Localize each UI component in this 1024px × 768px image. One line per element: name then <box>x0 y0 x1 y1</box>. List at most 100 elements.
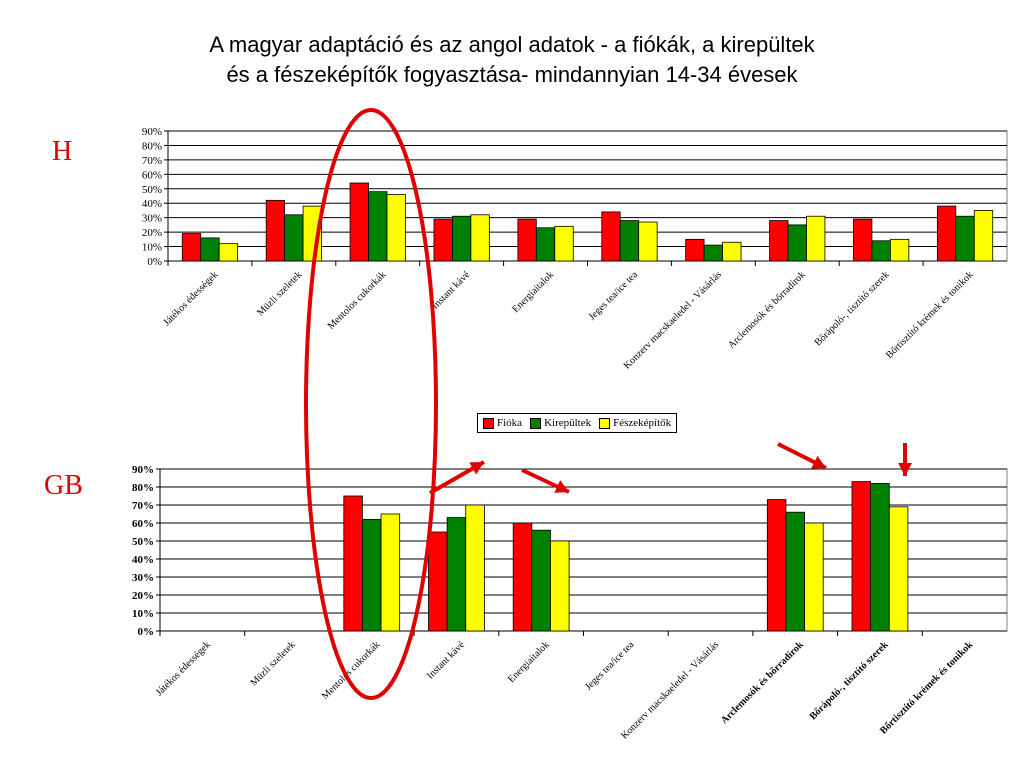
category-label-gb: Bőrápoló-, tisztító szerek <box>808 639 891 722</box>
bar-h-s0-c3 <box>433 218 453 262</box>
bar-gb-s1-c2 <box>362 519 382 632</box>
bar-h-s1-c9 <box>955 215 975 262</box>
bar-h-s0-c8 <box>853 218 873 262</box>
bar-h-s0-c2 <box>349 182 369 262</box>
bar-gb-s2-c7 <box>804 522 824 632</box>
arrow-4-head <box>898 463 912 476</box>
category-label-gb: Mentolos cukorkák <box>320 639 383 702</box>
y-tick-label-h: 30% <box>142 213 162 225</box>
bar-gb-s0-c3 <box>428 531 448 632</box>
y-tick-label-gb: 40% <box>132 554 154 566</box>
arrow-3-head <box>811 455 826 469</box>
category-label-h: Energiaitalok <box>510 269 556 315</box>
legend-item-feszekepitok: Fészeképítők <box>599 417 671 429</box>
bar-h-s1-c1 <box>284 214 304 262</box>
bar-h-s2-c0 <box>218 243 239 262</box>
panel-label-gb: GB <box>44 470 83 501</box>
legend-label-fioka: Fióka <box>497 417 523 429</box>
bar-h-s0-c5 <box>601 211 621 262</box>
title-line-1: A magyar adaptáció és az angol adatok - … <box>209 32 815 57</box>
legend-item-kirepultek: Kirepültek <box>530 417 591 429</box>
y-tick-label-h: 10% <box>142 242 162 254</box>
bar-h-s2-c4 <box>554 225 574 262</box>
arrow-2-head <box>554 480 569 493</box>
legend-label-kirepultek: Kirepültek <box>544 417 592 429</box>
bar-h-s1-c4 <box>535 227 556 262</box>
category-label-h: Arclemosók és bőrradírok <box>726 269 808 351</box>
bar-h-s0-c9 <box>936 205 957 262</box>
bar-gb-s1-c4 <box>531 529 551 632</box>
category-label-h: Konzerv macskaeledel - Vásárlás <box>622 269 724 371</box>
y-tick-label-gb: 10% <box>132 608 154 620</box>
bar-h-s0-c1 <box>265 199 286 262</box>
category-label-h: Mentolos cukorkák <box>326 269 389 332</box>
y-tick-label-gb: 0% <box>138 626 155 638</box>
bar-h-s2-c8 <box>889 238 910 262</box>
y-tick-label-h: 90% <box>142 126 162 138</box>
y-tick-label-h: 70% <box>142 155 162 167</box>
bar-gb-s2-c4 <box>550 540 570 632</box>
bar-gb-s2-c2 <box>380 513 401 632</box>
category-label-h: Bőrápoló-, tisztító szerek <box>813 269 892 348</box>
y-tick-label-h: 50% <box>142 184 162 196</box>
y-tick-label-h: 60% <box>142 169 162 181</box>
legend-swatch-kirepultek <box>530 417 542 429</box>
title-line-2: és a fészeképítők fogyasztása- mindannyi… <box>226 62 798 87</box>
bar-h-s2-c9 <box>973 210 994 262</box>
bar-h-s1-c0 <box>200 237 220 262</box>
bar-gb-s1-c3 <box>446 517 467 632</box>
y-tick-label-h: 0% <box>147 256 162 268</box>
bar-h-s0-c0 <box>181 233 202 262</box>
category-label-gb: Bőrtisztító krémek és tonikok <box>878 639 975 736</box>
category-label-gb: Energiaitalok <box>506 639 552 685</box>
category-label-gb: Konzerv macskaeledel - Vásárlás <box>619 639 721 741</box>
bar-h-s1-c7 <box>787 224 807 262</box>
legend-swatch-fioka <box>483 417 494 429</box>
panel-label-h: H <box>52 136 73 167</box>
bar-h-s2-c7 <box>806 215 826 262</box>
y-tick-label-gb: 20% <box>132 590 154 602</box>
legend-item-fioka: Fióka <box>483 417 522 429</box>
category-label-h: Jeges tea/ice tea <box>587 269 641 323</box>
category-label-gb: Arclemosók és bőrradírok <box>719 639 806 726</box>
bar-h-s1-c2 <box>368 191 388 262</box>
bar-h-s2-c6 <box>722 241 742 262</box>
arrow-1-head <box>469 462 484 475</box>
bar-gb-s1-c8 <box>870 482 890 632</box>
bar-h-s2-c5 <box>638 221 658 262</box>
category-label-h: Bőrtisztító krémek és tonikok <box>884 269 976 361</box>
legend-label-feszekepitok: Fészeképítők <box>613 417 672 429</box>
category-label-gb: Instant kávé <box>425 639 468 682</box>
y-tick-label-h: 40% <box>142 198 162 210</box>
bar-h-s0-c6 <box>685 238 705 262</box>
category-label-gb: Játékos édességek <box>154 639 213 698</box>
y-tick-label-gb: 60% <box>132 518 154 530</box>
y-tick-label-gb: 50% <box>132 536 154 548</box>
bar-gb-s0-c4 <box>512 522 533 632</box>
bar-gb-s0-c2 <box>343 495 363 632</box>
bar-gb-s1-c7 <box>785 511 805 632</box>
y-tick-label-gb: 90% <box>132 464 154 476</box>
legend: Fióka Kirepültek Fészeképítők <box>477 413 678 433</box>
y-tick-label-h: 20% <box>142 227 162 239</box>
highlight-ellipse <box>304 108 438 700</box>
bar-h-s1-c8 <box>871 240 891 262</box>
y-tick-label-gb: 30% <box>132 572 154 584</box>
bar-h-s1-c3 <box>452 215 472 262</box>
bar-h-s0-c7 <box>769 220 789 262</box>
category-label-gb: Jeges tea/ice tea <box>583 639 637 693</box>
category-label-gb: Müzli szeletek <box>248 639 297 688</box>
bar-gb-s0-c8 <box>851 481 872 632</box>
bar-h-s1-c5 <box>619 220 640 262</box>
bar-gb-s0-c7 <box>766 499 787 632</box>
bar-h-s0-c4 <box>517 218 537 262</box>
bar-gb-s2-c3 <box>465 504 485 632</box>
legend-swatch-feszekepitok <box>599 417 611 429</box>
bar-h-s2-c3 <box>470 214 490 262</box>
y-tick-label-h: 80% <box>142 140 162 152</box>
chart-title: A magyar adaptáció és az angol adatok - … <box>0 30 1024 90</box>
y-tick-label-gb: 70% <box>132 500 154 512</box>
bar-h-s2-c2 <box>386 194 406 262</box>
y-tick-label-gb: 80% <box>132 482 154 494</box>
